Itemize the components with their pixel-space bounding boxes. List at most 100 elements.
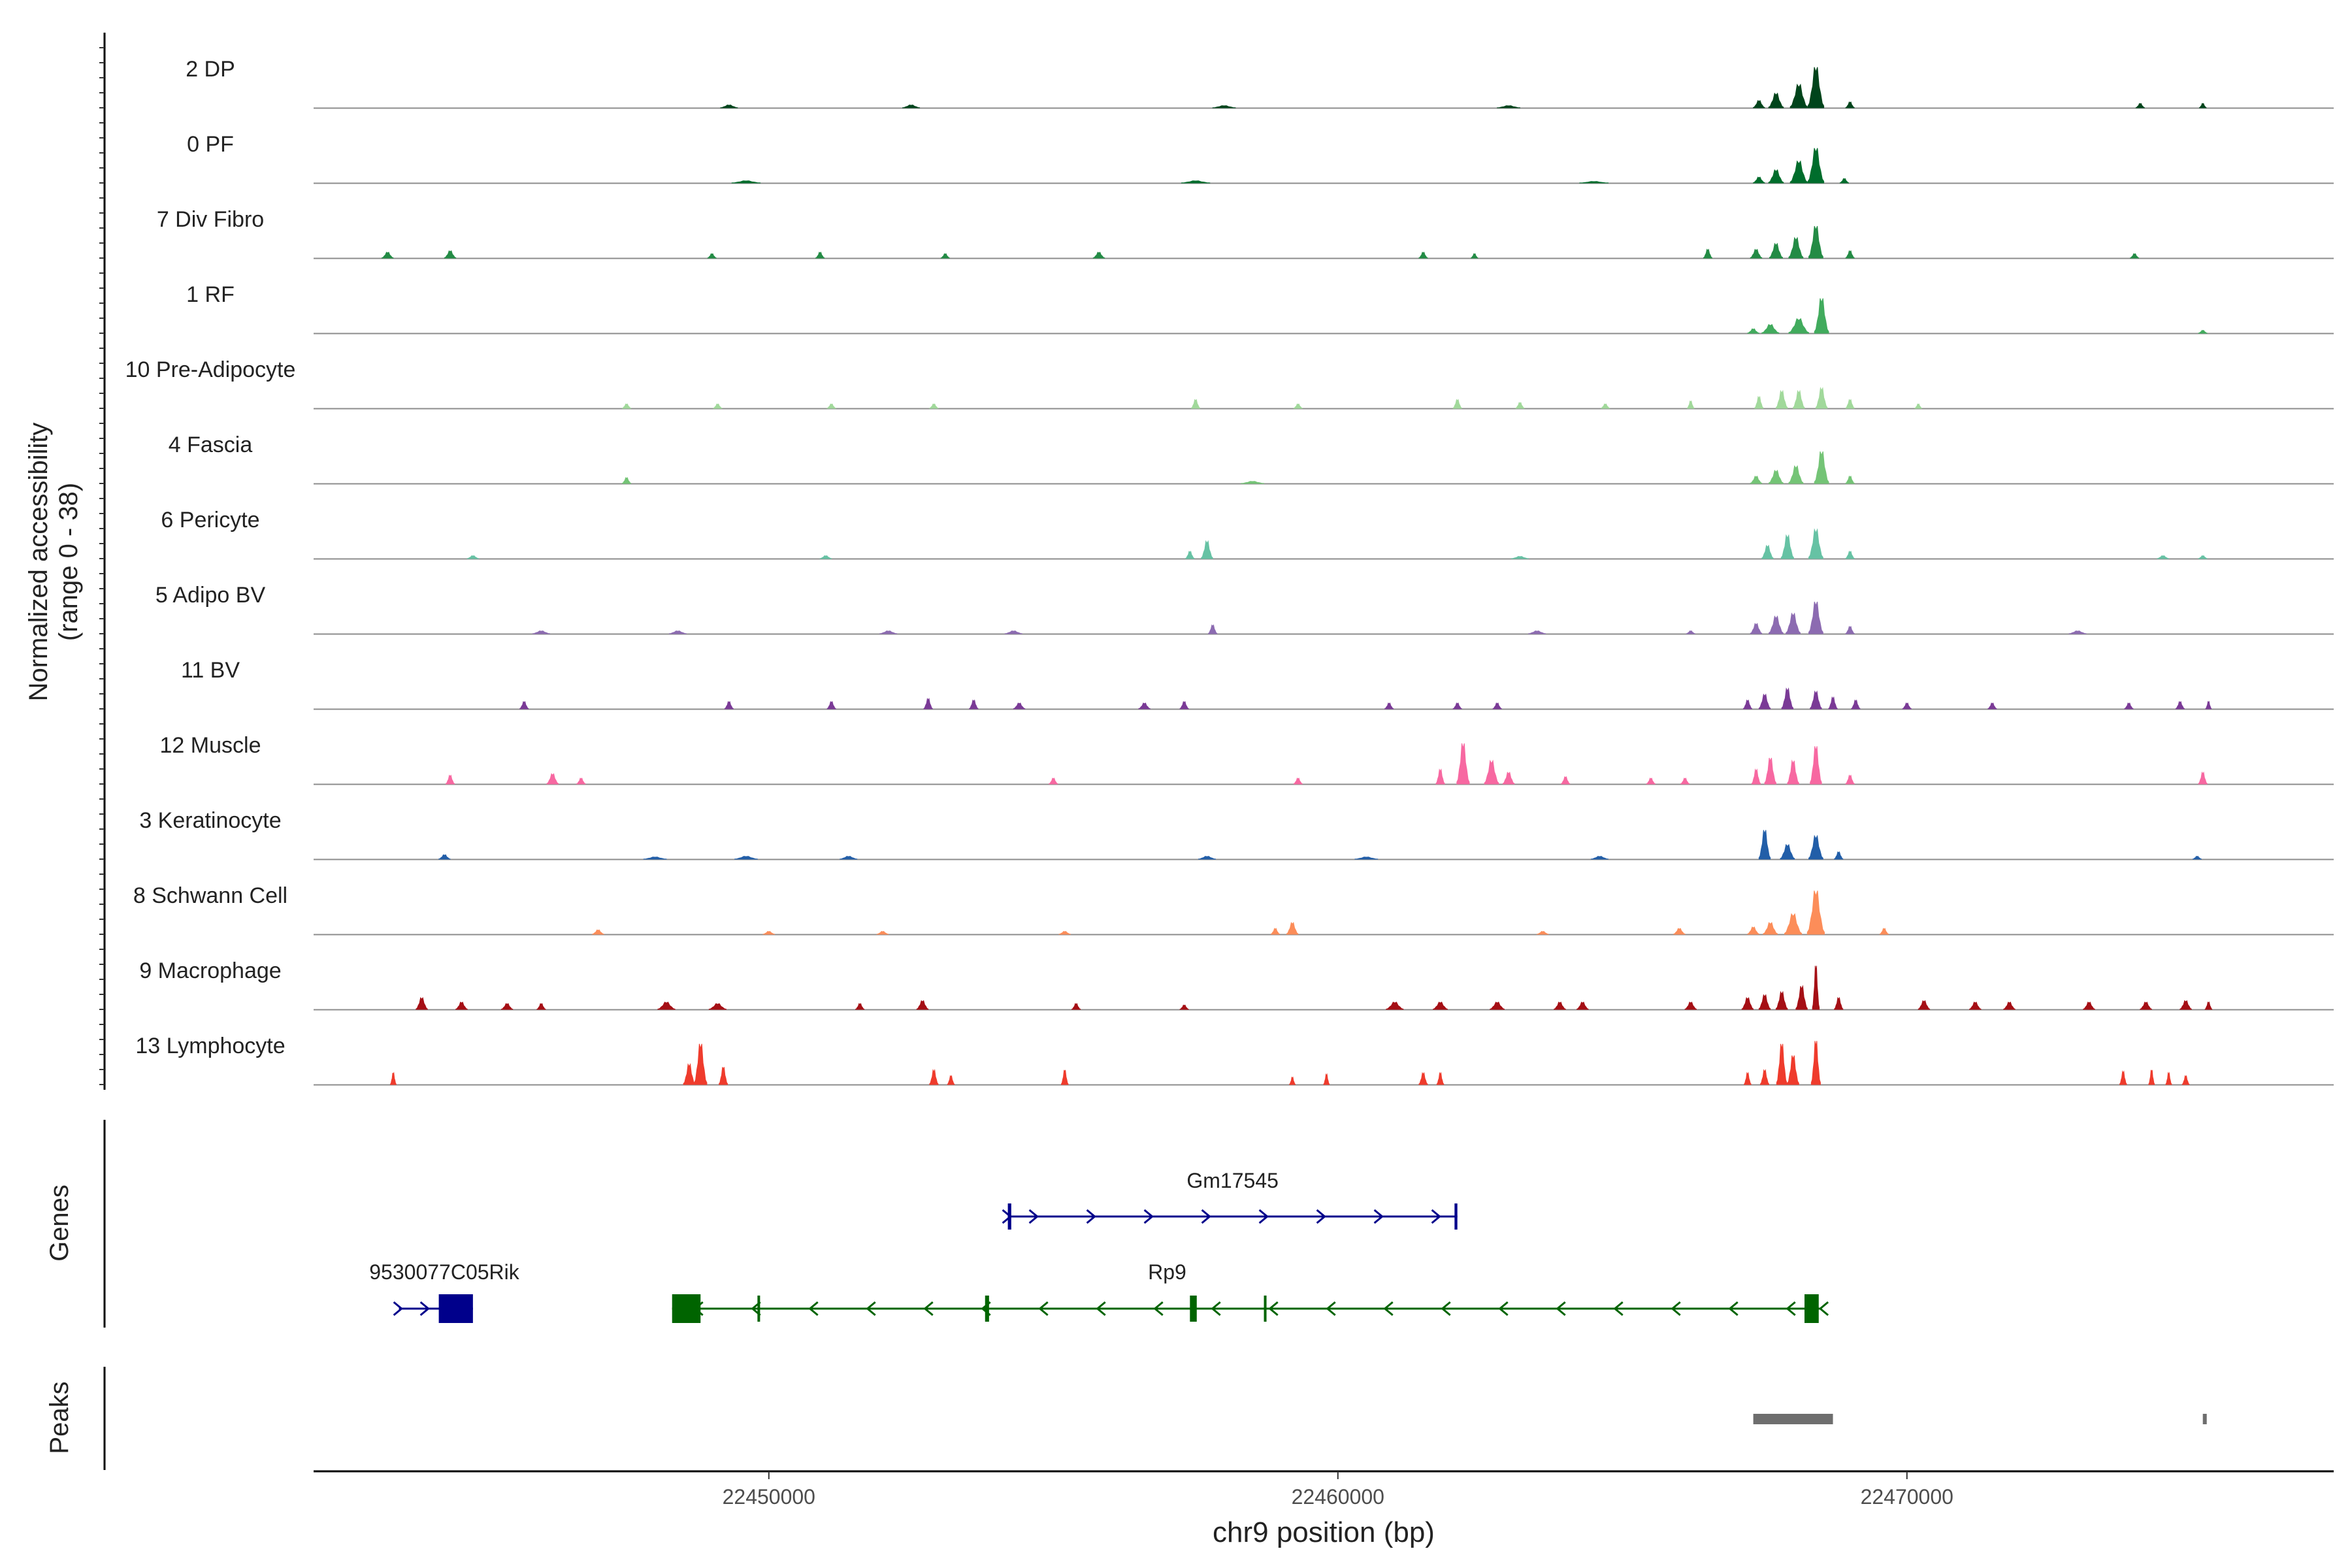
coverage-peak <box>1490 1002 1505 1009</box>
coverage-peak <box>1742 998 1753 1009</box>
coverage-peak <box>1789 238 1803 258</box>
coverage-peak <box>1810 746 1821 784</box>
coverage-peak <box>1835 852 1843 859</box>
x-axis-title: chr9 position (bp) <box>1213 1516 1435 1548</box>
coverage-peak <box>820 556 831 559</box>
coverage-peak <box>1453 400 1462 408</box>
y-axis-range-subtitle: (range 0 - 38) <box>54 483 83 641</box>
track-label: 7 Div Fibro <box>157 207 264 232</box>
gene-exon <box>1190 1296 1196 1322</box>
coverage-peak <box>1809 530 1823 559</box>
coverage-peak <box>1049 778 1058 784</box>
coverage-peak <box>1829 697 1837 709</box>
coverage-peak <box>1355 857 1378 859</box>
gene-exon <box>1805 1294 1819 1323</box>
coverage-peak <box>713 404 722 408</box>
coverage-peak <box>1386 1002 1403 1009</box>
coverage-peak <box>1765 758 1776 784</box>
coverage-peak <box>1807 890 1824 934</box>
coverage-peak <box>1776 992 1788 1009</box>
track-label: 4 Fascia <box>169 433 253 457</box>
coverage-peak <box>1769 93 1784 108</box>
track-1-rf: 1 RF <box>186 282 2334 334</box>
gene-gm17545: Gm17545 <box>1003 1169 1458 1230</box>
coverage-peak <box>1529 631 1546 634</box>
coverage-peak <box>1511 557 1528 559</box>
coverage-peak <box>1537 932 1548 934</box>
coverage-peak <box>2136 103 2144 108</box>
coverage-peak <box>1294 778 1302 784</box>
coverage-peak <box>2198 331 2207 333</box>
coverage-peak <box>2157 556 2168 559</box>
coverage-peak <box>1437 1073 1444 1085</box>
coverage-peak <box>1903 703 1911 709</box>
coverage-peak <box>1471 253 1478 258</box>
coverage-peak <box>924 698 932 709</box>
coverage-peak <box>827 702 836 709</box>
coverage-peak <box>1918 1001 1929 1009</box>
coverage-peak <box>1789 466 1803 483</box>
coverage-peak <box>520 702 529 709</box>
gene-exon <box>1008 1203 1011 1230</box>
coverage-peak <box>1561 777 1570 784</box>
coverage-peak <box>2193 857 2201 859</box>
coverage-peak <box>1748 329 1759 333</box>
coverage-peak <box>1762 546 1773 559</box>
coverage-peak <box>416 998 427 1009</box>
coverage-peak <box>941 253 949 258</box>
coverage-peak <box>1294 404 1302 408</box>
coverage-peak <box>1780 845 1795 859</box>
coverage-peak <box>1816 388 1827 408</box>
coverage-peak <box>1241 482 1264 483</box>
strand-arrow <box>394 1302 402 1315</box>
track-6-pericyte: 6 Pericyte <box>161 508 2334 559</box>
coverage-peak <box>1846 251 1854 258</box>
coverage-peak <box>1516 402 1524 408</box>
coverage-peak <box>2083 1002 2095 1009</box>
coverage-peak <box>732 181 760 183</box>
coverage-peak <box>877 932 888 934</box>
coverage-peak <box>577 778 585 784</box>
coverage-peak <box>917 1001 928 1009</box>
coverage-peak <box>446 776 455 784</box>
gene-rp9: Rp9 <box>672 1260 1828 1323</box>
coverage-peak <box>1840 178 1848 183</box>
track-7-div-fibro: 7 Div Fibro <box>157 207 2334 259</box>
coverage-peak <box>501 1004 512 1009</box>
track-9-macrophage: 9 Macrophage <box>139 958 2334 1010</box>
coverage-peak <box>1192 400 1200 408</box>
coverage-peak <box>1988 703 1997 709</box>
coverage-peak <box>2198 772 2207 784</box>
coverage-peak <box>1835 998 1843 1009</box>
coverage-peak <box>1769 470 1784 483</box>
coverage-peak <box>1093 252 1104 258</box>
coverage-peak <box>1271 928 1279 934</box>
coverage-peak <box>382 252 393 258</box>
gene-label: 9530077C05Rik <box>369 1260 520 1284</box>
coverage-peak <box>1789 319 1809 333</box>
y-axis <box>99 33 105 1090</box>
coverage-peak <box>644 857 666 859</box>
coverage-peak <box>1497 106 1520 108</box>
coverage-peak <box>1750 623 1762 634</box>
coverage-peak <box>1685 1002 1696 1009</box>
coverage-peak <box>623 478 631 483</box>
coverage-peak <box>1810 691 1821 709</box>
coverage-peak <box>1601 404 1610 408</box>
coverage-peak <box>816 252 825 258</box>
coverage-peak <box>1761 1070 1769 1085</box>
coverage-peak <box>1846 627 1854 634</box>
gene-exon <box>1264 1296 1267 1322</box>
coverage-peak <box>1752 770 1760 784</box>
coverage-peak <box>537 1004 546 1009</box>
coverage-peak <box>1846 400 1854 408</box>
coverage-peak <box>1457 743 1469 784</box>
coverage-peak <box>1808 148 1823 183</box>
coverage-peak <box>2198 556 2207 559</box>
coverage-peak <box>840 857 857 859</box>
track-label: 11 BV <box>181 658 240 683</box>
coverage-peak <box>1809 602 1823 634</box>
coverage-peak <box>444 251 455 258</box>
gene-9530077c05rik: 9530077C05Rik <box>369 1260 520 1323</box>
coverage-peak <box>694 1044 707 1085</box>
